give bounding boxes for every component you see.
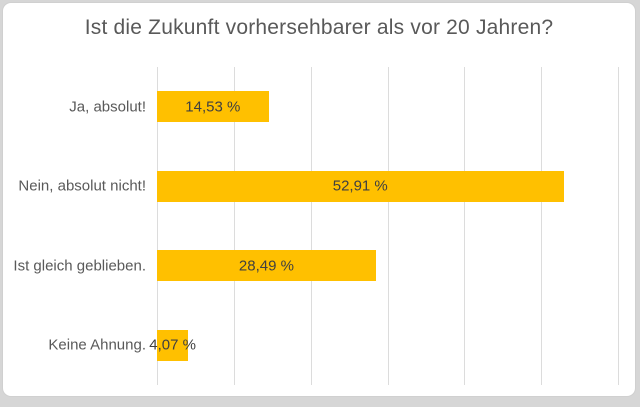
- bar-value-label: 52,91 %: [332, 177, 388, 195]
- gridline: [157, 67, 158, 385]
- gridline: [541, 67, 543, 385]
- category-label: Ist gleich geblieben.: [13, 257, 146, 275]
- bar-value-label: 4,07 %: [149, 336, 196, 354]
- plot-area: 14,53 % 52,91 % 28,49 % 4,07 %: [149, 67, 619, 385]
- chart-title: Ist die Zukunft vorhersehbarer als vor 2…: [84, 16, 554, 39]
- bar-value-label: 14,53 %: [185, 98, 241, 116]
- chart-card: Ist die Zukunft vorhersehbarer als vor 2…: [2, 2, 636, 397]
- gridline: [464, 67, 466, 385]
- bar: [157, 329, 189, 361]
- bar: [157, 91, 269, 123]
- gridline: [387, 67, 389, 385]
- gridline: [310, 67, 312, 385]
- bar: [157, 170, 564, 202]
- bar-value-label: 28,49 %: [238, 257, 294, 275]
- category-label: Keine Ahnung.: [48, 336, 146, 354]
- category-label: Ja, absolut!: [69, 98, 146, 116]
- gridline: [233, 67, 235, 385]
- gridline: [618, 67, 619, 385]
- bar: [157, 250, 376, 282]
- category-label: Nein, absolut nicht!: [18, 177, 146, 195]
